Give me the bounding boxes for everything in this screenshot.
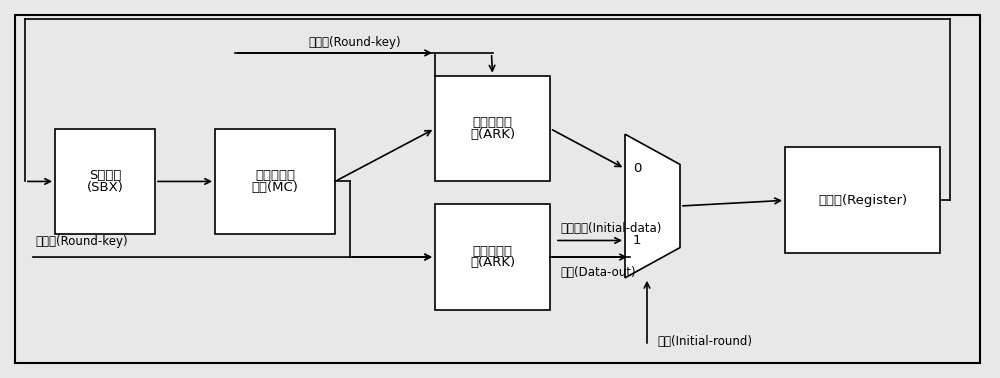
Text: 1: 1 (633, 234, 641, 247)
Text: S盒运算: S盒运算 (89, 169, 121, 182)
Text: 加密列混合: 加密列混合 (255, 169, 295, 182)
Bar (785, 147, 940, 253)
Text: 输入数据(Initial-data): 输入数据(Initial-data) (560, 222, 661, 235)
Text: 轮密钥(Round-key): 轮密钥(Round-key) (35, 235, 128, 248)
Text: 轮密钥加运: 轮密钥加运 (473, 245, 512, 258)
Bar (435, 204, 550, 310)
Text: 轮密钥加运: 轮密钥加运 (473, 116, 512, 129)
Text: (SBX): (SBX) (87, 181, 123, 194)
Bar (435, 76, 550, 181)
Text: 寄存器(Register): 寄存器(Register) (818, 194, 907, 207)
Text: 运算(MC): 运算(MC) (252, 181, 298, 194)
Text: 0: 0 (633, 162, 641, 175)
Text: 输出(Data-out): 输出(Data-out) (560, 266, 636, 279)
Bar (55, 129, 155, 234)
Text: 轮密钥(Round-key): 轮密钥(Round-key) (309, 36, 401, 49)
Text: 算(ARK): 算(ARK) (470, 256, 515, 270)
Text: 轮数(Initial-round): 轮数(Initial-round) (657, 335, 752, 348)
Polygon shape (625, 134, 680, 278)
Text: 算(ARK): 算(ARK) (470, 128, 515, 141)
Bar (215, 129, 335, 234)
